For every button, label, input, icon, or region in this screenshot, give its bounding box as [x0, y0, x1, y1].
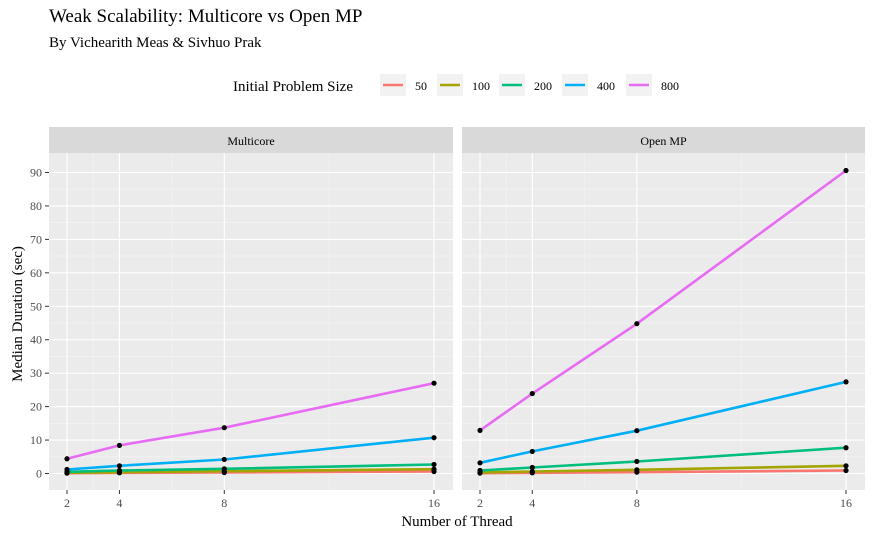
data-point [634, 458, 640, 465]
series-line-100 [66, 467, 435, 475]
facet-label: Open MP [640, 134, 687, 148]
y-axis-label: Median Duration (sec) [10, 246, 26, 382]
x-tick-label: 16 [428, 496, 440, 510]
series-line-100 [479, 464, 847, 474]
series-line-400 [66, 436, 435, 471]
data-point [431, 461, 437, 468]
legend-label: 800 [661, 79, 679, 93]
legend-label: 400 [597, 79, 615, 93]
facet-strip [49, 127, 453, 153]
data-point [64, 466, 70, 473]
data-point [843, 379, 849, 385]
legend-label: 200 [534, 79, 552, 93]
data-point [221, 456, 227, 463]
panel-background [49, 153, 453, 490]
data-point [477, 467, 483, 474]
chart-title: Weak Scalability: Multicore vs Open MP [49, 6, 363, 27]
facet-label: Multicore [227, 134, 274, 148]
y-tick-label: 90 [30, 166, 42, 180]
legend-label: 50 [415, 79, 427, 93]
x-tick-label: 2 [477, 496, 483, 510]
legend-label: 100 [472, 79, 490, 93]
x-tick-label: 16 [840, 496, 852, 510]
series-line-200 [479, 446, 847, 472]
data-point [634, 428, 640, 434]
data-point [843, 445, 849, 451]
series-line-400 [479, 380, 847, 465]
data-point [477, 427, 483, 433]
data-point [431, 466, 437, 472]
data-point [116, 463, 123, 469]
y-tick-label: 50 [30, 299, 42, 313]
panel-background [462, 153, 865, 490]
y-tick-label: 30 [30, 366, 42, 380]
y-tick-label: 0 [36, 467, 42, 481]
data-point [634, 321, 640, 327]
data-point [221, 425, 227, 431]
y-tick-label: 40 [30, 333, 42, 347]
data-point [431, 380, 437, 386]
data-point [64, 456, 70, 462]
x-tick-label: 4 [116, 496, 122, 510]
y-tick-label: 10 [30, 433, 42, 447]
data-point [477, 460, 483, 466]
series-line-800 [66, 381, 435, 461]
x-tick-label: 8 [634, 496, 640, 510]
data-point [843, 463, 849, 469]
x-tick-label: 4 [529, 496, 535, 510]
y-tick-label: 20 [30, 400, 42, 414]
data-point [116, 442, 123, 449]
data-point [634, 467, 640, 473]
panel-multicore: Multicore 0 10 20 30 40 50 60 70 80 90 2 4 8 16 [30, 127, 453, 510]
data-point [221, 466, 227, 472]
series-line-800 [479, 169, 847, 432]
panel-openmp: Open MP 2 4 8 16 [462, 127, 865, 510]
x-tick-label: 2 [64, 496, 70, 510]
legend-title: Initial Problem Size [233, 79, 353, 95]
series-line-200 [66, 463, 435, 474]
x-tick-label: 8 [221, 496, 227, 510]
chart-subtitle: By Vichearith Meas & Sivhuo Prak [49, 35, 262, 51]
data-point [529, 464, 535, 471]
facet-strip [462, 127, 865, 153]
data-point [116, 467, 123, 474]
data-point [843, 467, 849, 474]
data-point [529, 390, 535, 397]
x-axis-label: Number of Thread [401, 514, 513, 530]
data-point [529, 448, 535, 455]
y-tick-label: 60 [30, 266, 42, 280]
data-point [431, 435, 437, 441]
y-tick-label: 70 [30, 232, 42, 246]
data-point [529, 468, 535, 475]
y-tick-label: 80 [30, 199, 42, 213]
data-point [843, 167, 849, 174]
legend: Initial Problem Size 50 100 200 400 800 [233, 74, 679, 96]
